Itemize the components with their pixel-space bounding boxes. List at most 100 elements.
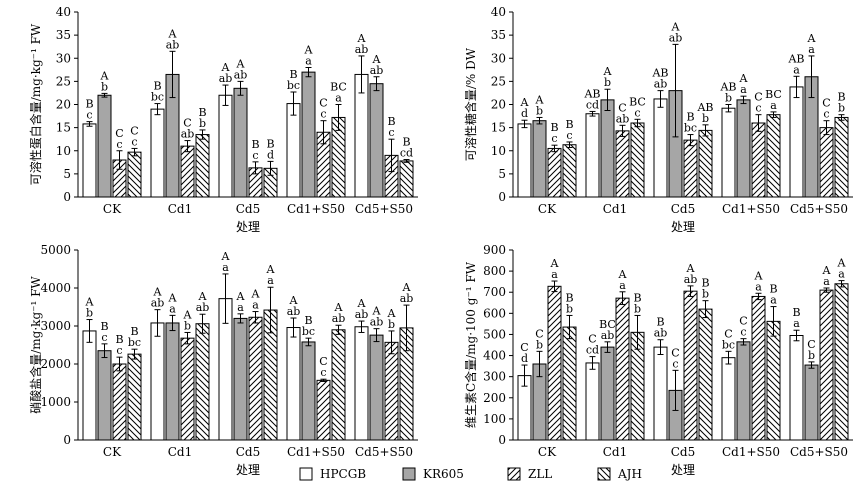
bar-ajh-cd1 <box>195 134 210 198</box>
significance-label-lower: cd <box>400 147 413 160</box>
x-tick-label: Cd5+S50 <box>355 445 413 459</box>
significance-label-upper: A <box>334 301 344 314</box>
legend-swatch <box>597 467 611 481</box>
significance-label-lower: c <box>320 366 326 379</box>
significance-label-upper: B <box>633 291 641 304</box>
significance-label-lower: ab <box>370 64 384 77</box>
y-tick-label: 500 <box>483 327 506 341</box>
significance-label-upper: A <box>671 20 681 33</box>
bar-hpcgb-cd1 <box>150 322 165 441</box>
x-tick-label: CK <box>538 202 557 216</box>
legend-item-zll: ZLL <box>507 467 552 481</box>
bar-hpcgb-ck <box>82 123 97 198</box>
x-tick-label: Cd5+S50 <box>355 202 413 216</box>
bar-ajh-cd5 <box>698 308 713 441</box>
significance-label-lower: a <box>222 261 229 274</box>
significance-label-upper: A <box>236 57 246 70</box>
significance-label-upper: A <box>618 268 628 281</box>
bar-kr605-cd1-s50 <box>301 341 316 441</box>
chart-panel-bottom-left: 0 1000 2000 3000 4000 5000 硝酸盐含量/mg·kg⁻¹ FW 处理 C… <box>28 243 418 477</box>
significance-label-lower: ab <box>355 308 369 321</box>
significance-label-lower: b <box>184 319 191 332</box>
bar-hpcgb-cd5-s50 <box>354 326 369 441</box>
significance-label-upper: A <box>85 296 95 309</box>
bar-ajh-ck <box>562 326 577 441</box>
x-tick-label: Cd1 <box>168 202 193 216</box>
significance-label-lower: ab <box>219 72 233 85</box>
y-tick-label: 800 <box>483 264 506 278</box>
significance-label-upper: A <box>153 286 163 299</box>
significance-label-lower: b <box>725 92 732 105</box>
significance-label-upper: B <box>100 320 108 333</box>
significance-label-lower: bc <box>287 79 300 92</box>
x-axis-title: 处理 <box>671 463 695 477</box>
chart-panel-top-left: 0 5 10 15 20 25 30 35 40 可溶性蛋白含量/mg·kg⁻¹ FW 处理 CK Bc… <box>28 5 418 234</box>
y-tick-label: 0 <box>63 433 71 447</box>
bar-ajh-cd1-s50 <box>766 320 781 441</box>
significance-label-upper: B <box>115 333 123 346</box>
y-axis-title: 可溶性蛋白含量/mg·kg⁻¹ FW <box>28 23 43 185</box>
bar-kr605-cd1-s50 <box>736 99 751 198</box>
y-tick-label: 0 <box>498 190 506 204</box>
y-tick-label: 3000 <box>40 319 71 333</box>
significance-label-lower: b <box>536 338 543 351</box>
significance-label-upper: A <box>387 307 397 320</box>
significance-label-upper: AB <box>719 81 736 94</box>
significance-label-upper: B <box>198 106 206 119</box>
legend-label: HPCGB <box>320 467 366 481</box>
bar-ajh-cd1 <box>630 122 645 198</box>
bar-hpcgb-cd5-s50 <box>789 335 804 441</box>
significance-label-lower: ab <box>355 43 369 56</box>
significance-label-lower: a <box>335 92 342 105</box>
significance-label-upper: A <box>372 305 382 318</box>
x-axis-title: 处理 <box>236 220 260 234</box>
significance-label-lower: ab <box>684 273 698 286</box>
bar-zll-cd1-s50 <box>316 379 331 441</box>
significance-label-lower: a <box>169 302 176 315</box>
y-axis-title: 维生素C含量/mg·100 g⁻¹ FW <box>463 261 478 428</box>
bar-hpcgb-cd1-s50 <box>721 357 736 441</box>
significance-label-lower: d <box>267 148 274 161</box>
significance-label-lower: d <box>521 107 528 120</box>
bar-zll-ck <box>547 285 562 441</box>
panels-layer: 0 5 10 15 20 25 30 35 40 可溶性蛋白含量/mg·kg⁻¹ FW 处理 CK Bc… <box>28 5 853 477</box>
bar-ajh-cd5 <box>698 129 713 198</box>
significance-label-upper: A <box>535 93 545 106</box>
x-tick-label: Cd1+S50 <box>287 445 345 459</box>
significance-label-lower: a <box>305 55 312 68</box>
significance-label-lower: bc <box>128 336 141 349</box>
bar-zll-ck <box>547 147 562 198</box>
significance-label-lower: b <box>536 104 543 117</box>
bar-hpcgb-cd1 <box>585 362 600 441</box>
legend-item-kr605: KR605 <box>402 467 464 481</box>
significance-label-lower: c <box>740 326 746 339</box>
significance-label-upper: BC <box>330 81 347 94</box>
significance-label-lower: b <box>702 112 709 125</box>
significance-label-upper: BC <box>765 88 782 101</box>
significance-label-upper: B <box>85 98 93 111</box>
y-tick-label: 40 <box>56 5 71 19</box>
bar-hpcgb-ck <box>82 330 97 441</box>
significance-label-lower: ab <box>370 316 384 329</box>
bar-hpcgb-cd5 <box>653 346 668 441</box>
significance-label-lower: cd <box>586 344 599 357</box>
significance-label-lower: a <box>793 317 800 330</box>
bar-zll-cd1 <box>615 297 630 441</box>
significance-label-upper: A <box>822 264 832 277</box>
significance-label-upper: B <box>130 325 138 338</box>
x-tick-label: Cd5+S50 <box>790 202 848 216</box>
significance-label-lower: c <box>320 108 326 121</box>
significance-label-upper: A <box>686 262 696 275</box>
x-tick-label: Cd1 <box>168 445 193 459</box>
y-tick-label: 0 <box>63 190 71 204</box>
significance-label-lower: b <box>838 102 845 115</box>
significance-label-upper: A <box>289 294 299 307</box>
x-axis-title: 处理 <box>236 463 260 477</box>
significance-label-upper: A <box>251 288 261 301</box>
significance-label-upper: A <box>603 65 613 78</box>
significance-label-upper: AB <box>787 52 804 65</box>
significance-label-upper: AB <box>651 67 668 80</box>
bar-kr605-cd5-s50 <box>804 364 819 441</box>
bar-zll-cd5 <box>683 139 698 198</box>
